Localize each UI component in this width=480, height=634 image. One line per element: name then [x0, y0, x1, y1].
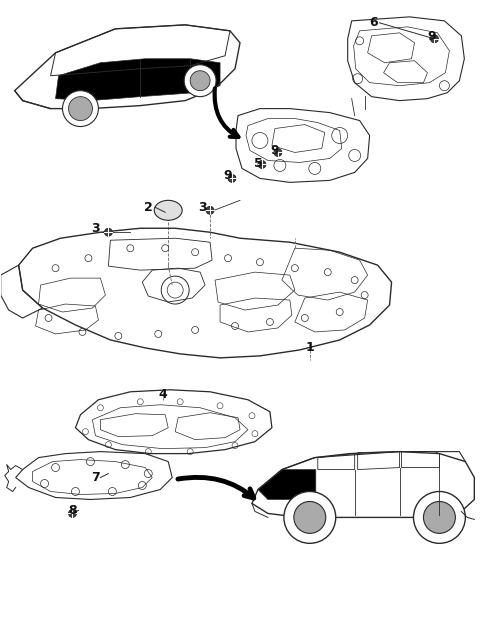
Circle shape: [258, 160, 266, 169]
Circle shape: [228, 174, 236, 183]
Text: 8: 8: [68, 504, 77, 517]
Text: 4: 4: [159, 388, 168, 401]
Circle shape: [413, 491, 465, 543]
Text: 9: 9: [271, 144, 279, 157]
Text: 3: 3: [198, 201, 206, 214]
Text: 7: 7: [91, 471, 100, 484]
Circle shape: [104, 228, 112, 236]
Circle shape: [206, 206, 214, 214]
Circle shape: [69, 96, 93, 120]
Circle shape: [431, 35, 438, 43]
Circle shape: [190, 71, 210, 91]
Text: 6: 6: [369, 16, 378, 29]
Ellipse shape: [154, 200, 182, 220]
Circle shape: [294, 501, 326, 533]
Circle shape: [284, 491, 336, 543]
Text: 5: 5: [253, 157, 263, 170]
Text: 3: 3: [91, 222, 100, 235]
Circle shape: [69, 510, 76, 517]
Text: 1: 1: [305, 342, 314, 354]
Text: 2: 2: [144, 201, 153, 214]
FancyArrowPatch shape: [178, 477, 254, 498]
Polygon shape: [258, 470, 316, 500]
Circle shape: [62, 91, 98, 127]
Text: 9: 9: [224, 169, 232, 182]
Circle shape: [423, 501, 456, 533]
FancyArrowPatch shape: [215, 88, 239, 137]
Polygon shape: [56, 59, 220, 101]
Circle shape: [184, 65, 216, 96]
Text: 9: 9: [427, 30, 436, 43]
Circle shape: [274, 148, 282, 157]
